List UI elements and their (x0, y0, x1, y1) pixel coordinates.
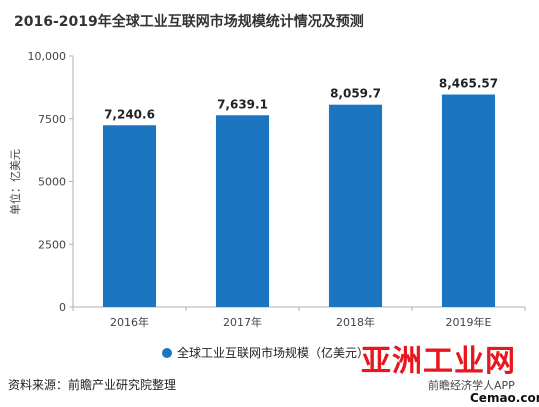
app-watermark-text: 前瞻经济学人APP (428, 378, 515, 392)
data-label: 7,240.6 (104, 107, 155, 121)
bar (215, 115, 270, 307)
x-tick-label: 2016年 (110, 315, 149, 329)
bars (102, 94, 496, 307)
y-tick-label: 10,000 (28, 50, 67, 63)
bar (441, 94, 496, 307)
y-tick-label: 2500 (38, 238, 66, 251)
bar (102, 125, 157, 307)
x-tick-labels: 2016年 2017年 2018年 2019年E (110, 315, 492, 329)
y-axis-label: 单位：亿美元 (8, 149, 22, 215)
x-tick-label: 2017年 (223, 315, 262, 329)
y-tick-label: 5000 (38, 176, 66, 189)
brand-url: Cemao.com (470, 391, 539, 405)
x-tick-label: 2018年 (336, 315, 375, 329)
y-tick-label: 0 (59, 301, 66, 314)
legend-label: 全球工业互联网市场规模（亿美元） (177, 345, 369, 360)
x-tick-label: 2019年E (446, 315, 492, 329)
legend: 全球工业互联网市场规模（亿美元） (162, 345, 369, 360)
chart-title: 2016-2019年全球工业互联网市场规模统计情况及预测 (14, 13, 364, 30)
legend-marker (162, 348, 172, 358)
data-labels: 7,240.6 7,639.1 8,059.7 8,465.57 (104, 77, 498, 122)
x-axis (72, 306, 526, 311)
data-label: 7,639.1 (217, 97, 268, 111)
brand-logo: 亚洲工业网 (361, 344, 516, 379)
data-label: 8,465.57 (439, 77, 498, 91)
y-tick-label: 7500 (38, 113, 66, 126)
brand-watermark: 前瞻经济学人APP 亚洲工业网 Cemao.com (361, 344, 539, 405)
y-axis: 0 2500 5000 7500 10,000 (28, 50, 74, 314)
source-note: 资料来源：前瞻产业研究院整理 (8, 377, 176, 392)
data-label: 8,059.7 (330, 87, 381, 101)
bar (328, 104, 383, 307)
